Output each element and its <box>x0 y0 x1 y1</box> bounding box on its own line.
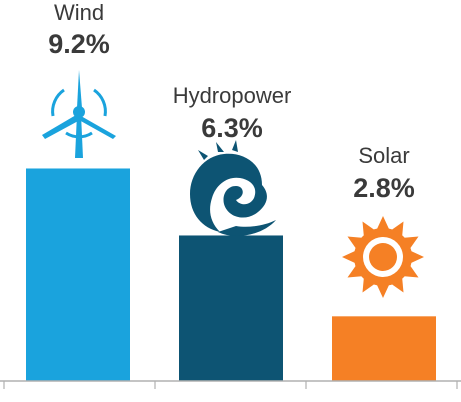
value-label-wind: 9.2% <box>48 29 110 59</box>
wave-icon <box>190 140 276 236</box>
value-label-hydropower: 6.3% <box>201 113 263 143</box>
value-label-solar: 2.8% <box>353 173 415 203</box>
bar-wind <box>26 168 130 381</box>
category-label-hydropower: Hydropower <box>173 83 292 108</box>
category-label-solar: Solar <box>358 143 409 168</box>
wind-turbine-icon <box>42 70 116 158</box>
bars <box>26 168 436 381</box>
bar-hydropower <box>179 235 283 381</box>
sun-icon <box>342 216 424 298</box>
bar-solar <box>332 316 436 381</box>
category-label-wind: Wind <box>54 0 104 25</box>
